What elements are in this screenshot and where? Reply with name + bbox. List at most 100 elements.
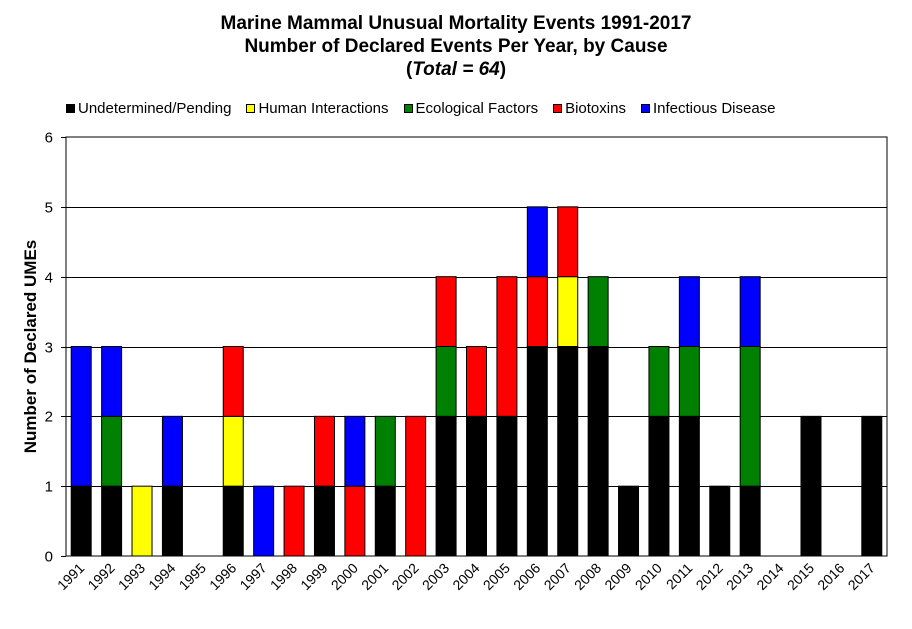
bar-1991-infectious-disease <box>70 346 92 487</box>
x-tick-label: 2000 <box>328 560 361 593</box>
x-tick-label: 2017 <box>845 560 878 593</box>
y-tick-label: 4 <box>45 270 53 287</box>
title-total: Total = 64 <box>412 59 500 80</box>
bar-2008-ecological-factors <box>587 276 609 347</box>
bar-1994-undetermined-pending <box>161 485 183 557</box>
title-open-paren: ( <box>405 59 413 80</box>
x-tick-label: 1994 <box>145 560 178 593</box>
y-tick-label: 1 <box>45 479 53 496</box>
bar-1997-infectious-disease <box>253 485 275 557</box>
bar-1992-undetermined-pending <box>101 485 123 557</box>
bar-1999-undetermined-pending <box>313 485 335 557</box>
bar-2007-biotoxins <box>557 206 579 278</box>
bar-2000-biotoxins <box>344 485 366 557</box>
bar-1991-undetermined-pending <box>70 485 92 557</box>
x-tick-label: 1999 <box>297 560 330 593</box>
x-tick-label: 2003 <box>419 560 452 593</box>
bar-2000-infectious-disease <box>344 415 366 487</box>
legend-item-infectious-disease: Infectious Disease <box>640 99 776 117</box>
x-tick-label: 2002 <box>388 560 421 593</box>
legend-swatch <box>403 103 413 113</box>
bar-2012-undetermined-pending <box>709 485 731 557</box>
bar-1996-undetermined-pending <box>222 485 244 557</box>
x-tick-label: 2005 <box>480 560 513 593</box>
y-tick-label: 3 <box>45 340 53 357</box>
bar-1992-ecological-factors <box>101 415 123 487</box>
legend-item-undetermined-pending: Undetermined/Pending <box>66 100 231 117</box>
chart-legend: Undetermined/Pending Human Interactions Ec… <box>66 98 791 118</box>
y-tick-label: 2 <box>45 409 53 426</box>
x-tick-label: 2010 <box>632 560 665 593</box>
bar-2011-infectious-disease <box>678 276 700 347</box>
bar-2013-ecological-factors <box>739 346 761 487</box>
chart-title-line-2: Number of Declared Events Per Year, by C… <box>244 36 668 57</box>
x-tick-label: 2001 <box>358 560 391 593</box>
bar-2003-undetermined-pending <box>435 415 457 557</box>
bar-1996-biotoxins <box>222 346 244 417</box>
y-tick-label: 0 <box>45 549 53 566</box>
x-tick-label: 2009 <box>601 560 634 593</box>
chart-title-line-1: Marine Mammal Unusual Mortality Events 1… <box>220 13 692 34</box>
x-tick-label: 2004 <box>449 560 482 593</box>
bar-2017-undetermined-pending <box>861 415 883 557</box>
bar-2013-undetermined-pending <box>739 485 761 557</box>
x-tick-label: 2007 <box>540 560 573 593</box>
bar-2006-biotoxins <box>526 276 548 347</box>
bar-2001-undetermined-pending <box>374 485 396 557</box>
legend-swatch <box>246 103 256 113</box>
bar-2010-ecological-factors <box>648 346 670 417</box>
bar-2003-biotoxins <box>435 276 457 347</box>
x-tick-label: 2008 <box>571 560 604 593</box>
bar-1996-human-interactions <box>222 415 244 487</box>
bar-1993-human-interactions <box>131 485 153 557</box>
bar-1992-infectious-disease <box>101 346 123 417</box>
bar-2011-undetermined-pending <box>678 415 700 557</box>
legend-swatch <box>640 103 650 113</box>
legend-item-human-interactions: Human Interactions <box>246 99 389 117</box>
legend-item-ecological-factors: Ecological Factors <box>403 99 539 117</box>
x-tick-label: 1991 <box>54 560 87 593</box>
x-tick-label: 2011 <box>663 560 696 593</box>
chart-title-line-3: (Total = 64) <box>0 58 912 81</box>
legend-label: Undetermined/Pending <box>78 99 232 117</box>
bar-2013-infectious-disease <box>739 276 761 347</box>
bar-1998-biotoxins <box>283 485 305 557</box>
y-tick-label: 5 <box>45 200 53 217</box>
x-tick-label: 2012 <box>693 560 726 593</box>
x-tick-label: 2006 <box>510 560 543 593</box>
x-tick-label: 1997 <box>236 560 269 593</box>
legend-item-biotoxins: Biotoxins <box>553 100 626 117</box>
x-tick-label: 1992 <box>84 560 117 593</box>
bar-2001-ecological-factors <box>374 415 396 487</box>
legend-label: Ecological Factors <box>415 99 539 117</box>
bar-2009-undetermined-pending <box>618 485 640 557</box>
bar-2015-undetermined-pending <box>800 415 822 557</box>
bar-2011-ecological-factors <box>678 346 700 417</box>
x-tick-label: 2015 <box>784 560 817 593</box>
bar-2005-undetermined-pending <box>496 415 518 557</box>
x-tick-label: 2013 <box>723 560 756 593</box>
bar-1999-biotoxins <box>313 415 335 487</box>
y-tick-label: 6 <box>45 130 53 147</box>
bar-2005-biotoxins <box>496 276 518 417</box>
x-tick-label: 1996 <box>206 560 239 593</box>
legend-swatch <box>553 103 563 113</box>
y-axis-label: Number of Declared UMEs <box>21 240 40 454</box>
legend-label: Human Interactions <box>258 99 389 117</box>
x-tick-label: 1995 <box>176 560 209 593</box>
x-tick-label: 2014 <box>753 560 786 593</box>
bar-2007-human-interactions <box>557 276 579 347</box>
legend-swatch <box>66 103 75 113</box>
x-tick-label: 1998 <box>267 560 300 593</box>
legend-label: Infectious Disease <box>652 99 776 117</box>
bar-2006-infectious-disease <box>526 206 548 278</box>
chart-title: Marine Mammal Unusual Mortality Events 1… <box>0 12 912 81</box>
bar-2007-undetermined-pending <box>557 346 579 557</box>
title-close-paren: ) <box>499 59 507 80</box>
x-tick-label: 1993 <box>115 560 148 593</box>
legend-label: Biotoxins <box>565 99 626 117</box>
bar-2002-biotoxins <box>405 415 427 557</box>
x-tick-label: 2016 <box>814 560 847 593</box>
bar-2008-undetermined-pending <box>587 346 609 557</box>
